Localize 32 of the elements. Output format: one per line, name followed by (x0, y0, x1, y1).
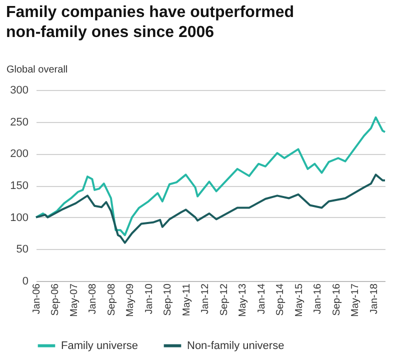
x-tick-label: May-09 (125, 283, 136, 317)
chart-title: Family companies have outperformed non-family ones since 2006 (6, 4, 294, 41)
x-tick-label: Jan-16 (312, 283, 324, 314)
x-tick-label: Jan-18 (368, 283, 380, 314)
x-tick-label: May-13 (238, 283, 249, 317)
x-tick-label: Jan-14 (256, 283, 268, 314)
x-tick-label: May-07 (68, 283, 80, 317)
x-tick-label: Sep-12 (218, 283, 230, 316)
legend-label: Family universe (61, 340, 138, 352)
x-tick-label: Jan-10 (144, 283, 155, 314)
y-tick-label: 200 (10, 148, 28, 160)
x-tick-label: May-11 (181, 283, 192, 316)
x-tick-label: Sep-10 (162, 283, 174, 316)
x-tick-label: Jan-06 (32, 283, 42, 314)
x-tick-label: Sep-16 (331, 283, 342, 316)
line-series (35, 174, 386, 244)
y-tick-label: 300 (10, 84, 28, 96)
x-tick-label: Jan-08 (88, 283, 99, 314)
y-tick-label: 150 (10, 180, 28, 192)
x-tick-label: Sep-08 (106, 283, 118, 316)
legend-label: Non-family universe (187, 340, 284, 352)
y-tick-label: 0 (22, 276, 28, 288)
y-tick-label: 100 (10, 212, 28, 224)
x-tick-label: Jan-12 (200, 283, 212, 314)
y-tick-label: 50 (16, 244, 28, 256)
x-tick-label: May-17 (350, 283, 362, 317)
y-axis-title: Global overall (6, 64, 68, 76)
x-tick-label: Sep-14 (275, 283, 286, 316)
y-tick-label: 250 (10, 116, 28, 128)
x-tick-label: May-15 (294, 283, 305, 317)
line-series (35, 116, 386, 236)
x-tick-label: Sep-06 (50, 283, 62, 316)
